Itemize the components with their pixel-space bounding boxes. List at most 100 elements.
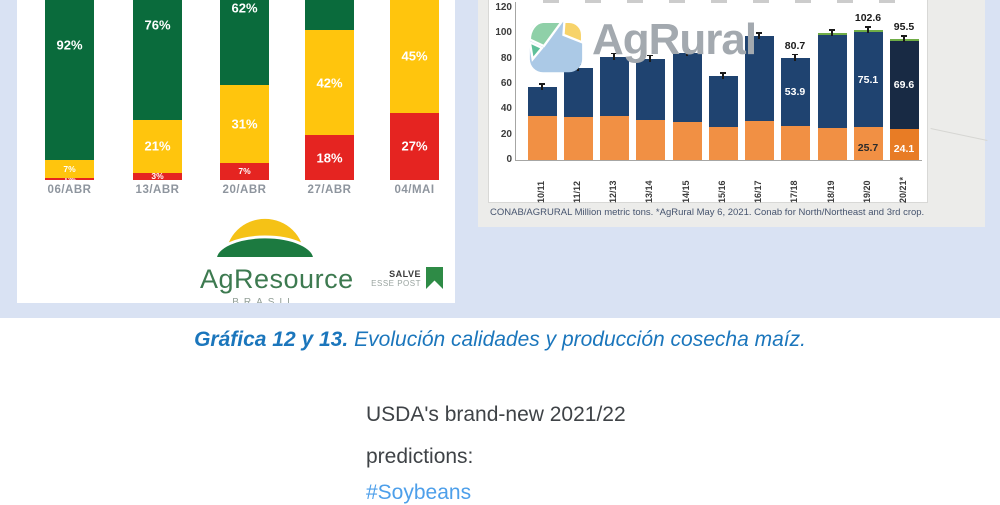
bookmark-icon <box>426 267 443 289</box>
agrural-logo-name: AgRural <box>592 15 757 64</box>
bar-total-label: 102.6 <box>854 12 882 25</box>
agresource-logo-name: AgResource <box>200 264 354 294</box>
segment-value-label: 92% <box>56 37 83 53</box>
segment-red-bottom <box>45 177 94 180</box>
segment-navy-top <box>635 58 665 120</box>
error-bar-cap <box>539 83 545 85</box>
segment-green-top <box>45 0 94 160</box>
y-tick-label: 80 <box>500 52 512 64</box>
x-axis-label: 14/15 <box>681 180 691 203</box>
error-bar <box>867 26 869 34</box>
segment-green-top <box>220 0 269 85</box>
segment-orange-bottom <box>672 121 702 160</box>
segment-orange-bottom <box>563 117 593 160</box>
segment-value-label: 76% <box>144 17 171 33</box>
navy-segment-label: 75.1 <box>857 73 879 86</box>
error-bar-cap <box>684 48 690 51</box>
x-axis-label: 20/21* <box>898 176 908 203</box>
y-axis-line <box>515 2 516 160</box>
x-axis-label: 12/13 <box>608 180 618 203</box>
error-bar-cap <box>865 26 871 28</box>
agrural-logo: AgRural <box>528 15 757 76</box>
y-tick-label: 60 <box>500 78 512 89</box>
background-diagonal-line <box>930 127 988 142</box>
error-bar <box>541 83 543 91</box>
x-axis-label: 27/ABR <box>307 184 352 196</box>
error-bar <box>758 32 760 40</box>
agrural-pie-icon <box>528 20 584 73</box>
orange-segment-label: 25.7 <box>857 141 879 154</box>
save-post-badge[interactable]: SALVE ESSE POST <box>355 267 443 289</box>
x-axis-label: 04/MAI <box>394 184 435 196</box>
agresource-logo: AgResource BRASIL <box>200 216 354 303</box>
x-axis-label: 16/17 <box>753 180 763 203</box>
figure-caption-number: Gráfica 12 y 13. <box>194 328 349 351</box>
segment-orange-bottom <box>853 127 883 160</box>
figure-caption: Gráfica 12 y 13. Evolución calidades y pr… <box>0 328 1000 352</box>
error-bar <box>722 72 724 80</box>
segment-navy-top <box>672 52 702 122</box>
segment-value-label: 62% <box>231 0 258 15</box>
segment-value-label: 7% <box>63 163 76 174</box>
agrural-production-chart: 0 20 40 60 80 100 120 10/11 11/12 12/13 13/14 14/1… <box>478 0 988 227</box>
bar-total-label: 95.5 <box>893 21 915 34</box>
segment-orange-bottom <box>527 116 557 160</box>
segment-navy-top <box>853 32 883 128</box>
figure-caption-text: Evolución calidades y producción cosecha… <box>354 328 806 351</box>
error-bar-cap <box>647 54 653 57</box>
segment-yellow-middle <box>220 85 269 163</box>
segment-value-label: 7% <box>238 166 251 177</box>
segment-navy-top <box>889 41 919 130</box>
x-axis-label: 18/19 <box>826 180 836 203</box>
error-bar <box>903 35 905 43</box>
agresource-sun-hill-icon <box>213 218 317 261</box>
x-axis-label: 20/ABR <box>222 184 267 196</box>
y-tick-label: 0 <box>506 154 512 165</box>
y-tick-label: 20 <box>500 128 512 140</box>
segment-yellow-middle <box>390 0 439 113</box>
segment-value-label: 21% <box>144 138 171 154</box>
x-axis-line <box>515 160 922 161</box>
segment-navy-top <box>817 34 847 128</box>
x-axis-label: 17/18 <box>789 180 799 203</box>
agresource-quality-chart: 1% 7% 92% 06/ABR 3% 21% 76% 13/ABR 7% 31% 62% 20/AB… <box>17 0 455 303</box>
navy-segment-label: 69.6 <box>893 79 915 92</box>
error-bar-cap <box>611 52 617 55</box>
segment-orange-bottom <box>780 126 810 160</box>
error-bar <box>831 29 833 37</box>
bar-total-label: 80.7 <box>784 39 806 52</box>
segment-yellow-middle <box>133 120 182 173</box>
segment-navy-top <box>708 76 738 128</box>
tweet-hashtag-link[interactable]: #Soybeans <box>366 481 472 504</box>
x-axis-label: 10/11 <box>536 180 546 203</box>
segment-red-bottom <box>390 112 439 180</box>
save-post-label-2: ESSE POST <box>371 279 421 288</box>
x-axis-label: 19/20 <box>862 180 872 203</box>
segment-navy-top <box>744 36 774 122</box>
segment-value-label: 1% <box>63 173 76 184</box>
segment-orange-bottom <box>635 119 665 160</box>
chart-source-note: CONAB/AGRURAL Million metric tons. *AgRu… <box>490 207 925 218</box>
segment-value-label: 27% <box>401 138 428 154</box>
segment-navy-top <box>599 56 629 117</box>
segment-red-bottom <box>133 172 182 180</box>
segment-value-label: 45% <box>401 48 428 64</box>
error-bar-cap <box>720 72 726 74</box>
segment-green-top <box>133 0 182 120</box>
error-bar <box>613 52 615 60</box>
error-bar <box>649 54 651 62</box>
segment-value-label: 42% <box>316 75 343 90</box>
segment-orange-bottom <box>889 129 919 160</box>
save-post-label-1: SALVE <box>389 269 421 279</box>
tweet-text-line-1: USDA's brand-new 2021/22 <box>366 403 626 426</box>
navy-segment-label: 53.9 <box>784 85 806 98</box>
y-tick-label: 100 <box>495 27 512 39</box>
segment-red-bottom <box>305 135 354 180</box>
segment-value-label: 31% <box>231 116 258 132</box>
x-axis-label: 13/14 <box>644 180 654 203</box>
error-bar <box>686 48 688 56</box>
x-axis-label: 13/ABR <box>135 184 180 196</box>
tweet-text-line-2: predictions: <box>366 445 474 468</box>
x-axis-label: 15/16 <box>717 180 727 203</box>
segment-value-label: 3% <box>151 171 164 182</box>
